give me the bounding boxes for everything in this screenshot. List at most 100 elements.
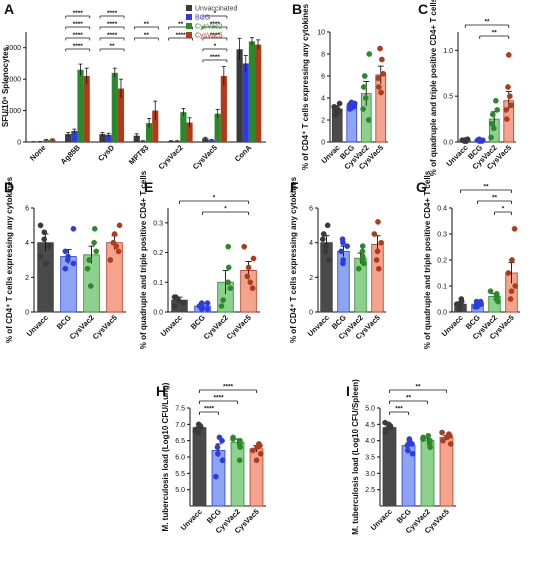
data-point — [503, 107, 509, 113]
panel-label: F — [290, 179, 299, 195]
panel-label: C — [418, 1, 428, 17]
significance-label: **** — [223, 384, 234, 391]
panel-d: D 0 2 4 6 % of CD4⁺ T cells expressing any cy… — [4, 176, 126, 343]
x-tick-label: CysVac5 — [191, 143, 219, 171]
significance-label: ** — [492, 195, 498, 202]
significance-label: **** — [210, 54, 221, 61]
legend-label: Unvaccinated — [195, 6, 238, 13]
y-tick-label: 2.5 — [365, 487, 375, 494]
significance-label: **** — [107, 10, 118, 17]
bar-unvaccinated — [65, 134, 72, 142]
data-point — [488, 120, 495, 127]
y-tick-label: 0.0 — [437, 310, 447, 317]
bar-cysvac5 — [83, 76, 90, 142]
x-tick-label: Ag85B — [59, 143, 83, 167]
x-tick-label: CysVac5 — [225, 313, 253, 341]
legend: Unvaccinated BCG CysVac2 CysVac5 — [186, 5, 238, 40]
data-point — [336, 100, 343, 107]
y-axis-title: M. tuberculosis load (Log10 CFU/Lung) — [161, 382, 170, 531]
data-point — [487, 288, 494, 295]
data-point — [377, 45, 383, 52]
significance-label: **** — [73, 32, 84, 39]
bar-cysvac5 — [186, 122, 193, 142]
x-tick-label: Unvacc — [159, 313, 184, 338]
x-tick-label: Unvacc — [25, 313, 50, 338]
y-tick-label: 2000 — [5, 77, 21, 84]
bar-cysvac2 — [43, 140, 50, 142]
data-point — [340, 257, 347, 263]
y-tick-label: 0.1 — [153, 280, 163, 287]
y-axis-title: % of quadruple and triple positive CD4+ … — [423, 170, 432, 349]
data-point — [216, 434, 223, 441]
x-tick-label: Unvacc — [179, 507, 204, 532]
y-tick-label: 4 — [309, 240, 313, 247]
data-point — [225, 279, 231, 286]
legend-label: CysVac5 — [195, 33, 223, 40]
data-point — [171, 303, 178, 309]
data-point — [454, 301, 461, 308]
data-point — [214, 444, 221, 451]
significance-label: ** — [483, 184, 489, 191]
legend-swatch — [186, 32, 192, 38]
data-point — [493, 290, 500, 297]
data-point — [507, 93, 513, 100]
data-point — [322, 248, 329, 255]
panel-b: B 0 2 4 6 8 10 % of CD4⁺ T cells expressing any… — [292, 1, 388, 171]
data-point — [508, 102, 515, 109]
significance-label: * — [502, 206, 505, 213]
data-point — [70, 225, 77, 232]
y-tick-label: 6 — [309, 206, 313, 213]
data-point — [213, 473, 219, 480]
data-point — [115, 248, 122, 255]
bar-cysvac2 — [354, 257, 367, 313]
data-point — [366, 51, 373, 57]
data-point — [446, 431, 452, 437]
data-point — [344, 243, 350, 249]
data-point — [378, 239, 385, 246]
data-point — [374, 248, 381, 255]
data-point — [461, 137, 468, 144]
data-point — [324, 222, 331, 229]
data-point — [215, 450, 221, 457]
panel-c: C 0.0 0.5 1.0 % of quadruple and triple posi… — [418, 0, 516, 176]
y-tick-label: 0.3 — [153, 220, 163, 227]
bar-bcg — [208, 140, 215, 142]
data-point — [107, 257, 114, 263]
data-point — [244, 273, 251, 280]
data-point — [511, 225, 518, 232]
significance-label: ** — [484, 19, 490, 26]
legend-swatch — [186, 5, 192, 11]
data-point — [348, 105, 355, 111]
significance-label: **** — [210, 32, 221, 39]
data-point — [70, 260, 77, 267]
y-tick-label: 0 — [17, 140, 21, 147]
data-point — [379, 56, 385, 63]
data-point — [474, 137, 481, 144]
bar-bcg — [105, 134, 112, 142]
data-point — [249, 285, 256, 292]
data-point — [509, 257, 515, 263]
bar-unvaccinated — [236, 49, 243, 142]
data-point — [43, 260, 49, 267]
data-point — [250, 255, 257, 262]
bar-unvaccinated — [99, 134, 106, 142]
panel-e: E 0.0 0.1 0.2 0.3 % of quadruple and triple p… — [139, 170, 260, 349]
data-point — [373, 257, 380, 263]
data-point — [227, 285, 234, 292]
y-tick-label: 5.5 — [175, 471, 185, 478]
bar-cysvac2 — [420, 440, 435, 507]
y-axis-title: % of CD4⁺ T cells expressing any cytokin… — [5, 176, 14, 343]
bar-cysvac5 — [152, 110, 159, 142]
data-point — [333, 107, 340, 113]
y-tick-label: 6 — [25, 206, 29, 213]
y-tick-label: 0.2 — [153, 250, 163, 257]
y-axis-title: % of quadruple and triple positive CD4+ … — [429, 0, 438, 176]
bar-cysvac5 — [255, 44, 262, 143]
data-point — [245, 264, 252, 271]
data-point — [439, 429, 445, 436]
bar-unvacc — [192, 427, 207, 507]
bar-cysvac2 — [230, 441, 245, 507]
data-point — [91, 239, 97, 246]
legend-swatch — [186, 23, 192, 29]
panel-f: F 0 2 4 6 % of CD4⁺ T cells expressing any cy… — [289, 176, 386, 343]
